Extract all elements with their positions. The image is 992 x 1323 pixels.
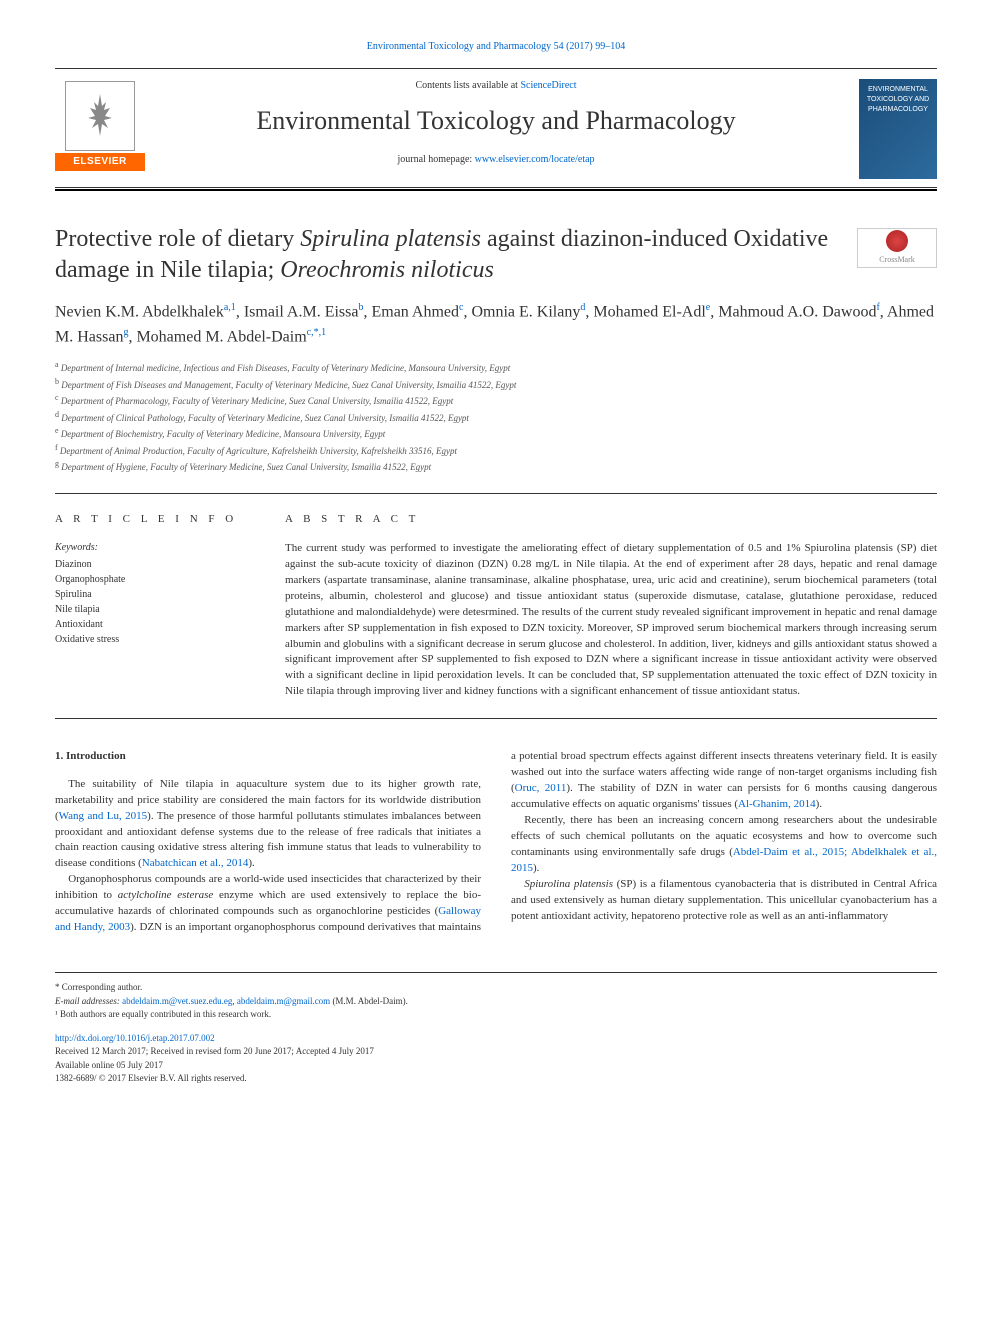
equal-contrib-note: ¹ Both authors are equally contributed i… [55,1008,937,1022]
affiliation-line: f Department of Animal Production, Facul… [55,442,937,459]
cite-nabatchican[interactable]: Nabatchican et al., 2014 [142,857,249,869]
divider-bottom [55,718,937,719]
homepage-link[interactable]: www.elsevier.com/locate/etap [475,154,595,165]
elsevier-wordmark: ELSEVIER [55,153,145,171]
available-line: Available online 05 July 2017 [55,1059,937,1073]
journal-name: Environmental Toxicology and Pharmacolog… [155,103,837,139]
intro-para-4: Spiurolina platensis (SP) is a filamento… [511,877,937,925]
email-label: E-mail addresses: [55,996,122,1006]
keyword-item: Diazinon [55,557,255,572]
doi-link[interactable]: http://dx.doi.org/10.1016/j.etap.2017.07… [55,1033,215,1043]
intro-para-1: The suitability of Nile tilapia in aquac… [55,777,481,873]
intro-heading: 1. Introduction [55,749,481,764]
elsevier-tree-icon [65,81,135,151]
keywords-list: DiazinonOrganophosphateSpirulinaNile til… [55,557,255,647]
body-columns: 1. Introduction The suitability of Nile … [55,749,937,936]
homepage-prefix: journal homepage: [397,154,474,165]
authors-line: Nevien K.M. Abdelkhaleka,1, Ismail A.M. … [55,300,937,349]
keyword-item: Spirulina [55,587,255,602]
article-title: Protective role of dietary Spirulina pla… [55,224,937,286]
top-citation: Environmental Toxicology and Pharmacolog… [55,40,937,54]
title-text-1: Protective role of dietary [55,226,300,252]
copyright-line: 1382-6689/ © 2017 Elsevier B.V. All righ… [55,1072,937,1086]
crossmark-icon [886,230,908,252]
email-link-2[interactable]: abdeldaim.m@gmail.com [237,996,330,1006]
affiliations: a Department of Internal medicine, Infec… [55,359,937,475]
intro-para-3: Recently, there has been an increasing c… [511,813,937,877]
corresponding-note: * Corresponding author. [55,981,937,995]
email-line: E-mail addresses: abdeldaim.m@vet.suez.e… [55,995,937,1009]
journal-header: ELSEVIER ENVIRONMENTAL TOXICOLOGY AND PH… [55,68,937,188]
received-line: Received 12 March 2017; Received in revi… [55,1045,937,1059]
affiliation-line: d Department of Clinical Pathology, Facu… [55,409,937,426]
contents-line: Contents lists available at ScienceDirec… [155,79,837,93]
crossmark-label: CrossMark [879,254,915,265]
affiliation-line: e Department of Biochemistry, Faculty of… [55,425,937,442]
affiliation-line: b Department of Fish Diseases and Manage… [55,376,937,393]
keyword-item: Oxidative stress [55,632,255,647]
homepage-line: journal homepage: www.elsevier.com/locat… [155,153,837,167]
keyword-item: Nile tilapia [55,602,255,617]
keywords-label: Keywords: [55,541,255,555]
cite-wang-lu[interactable]: Wang and Lu, 2015 [59,810,147,822]
abstract-text: The current study was performed to inves… [285,541,937,700]
abstract-label: A B S T R A C T [285,512,937,527]
email-link-1[interactable]: abdeldaim.m@vet.suez.edu.eg [122,996,232,1006]
article-info-label: A R T I C L E I N F O [55,512,255,527]
affiliation-line: a Department of Internal medicine, Infec… [55,359,937,376]
divider-top [55,493,937,494]
affiliation-line: c Department of Pharmacology, Faculty of… [55,392,937,409]
title-italic-2: Oreochromis niloticus [280,257,494,283]
sciencedirect-link[interactable]: ScienceDirect [520,80,576,91]
contents-prefix: Contents lists available at [415,80,520,91]
affiliation-line: g Department of Hygiene, Faculty of Vete… [55,458,937,475]
footer: * Corresponding author. E-mail addresses… [55,972,937,1086]
keyword-item: Antioxidant [55,617,255,632]
cite-alghanim[interactable]: Al-Ghanim, 2014 [738,798,816,810]
cite-oruc[interactable]: Oruc, 2011 [515,782,567,794]
title-italic-1: Spirulina platensis [300,226,481,252]
elsevier-logo: ELSEVIER [55,81,145,171]
crossmark-badge[interactable]: CrossMark [857,228,937,268]
journal-cover-thumb: ENVIRONMENTAL TOXICOLOGY AND PHARMACOLOG… [859,79,937,179]
keyword-item: Organophosphate [55,572,255,587]
top-citation-link[interactable]: Environmental Toxicology and Pharmacolog… [367,41,626,52]
